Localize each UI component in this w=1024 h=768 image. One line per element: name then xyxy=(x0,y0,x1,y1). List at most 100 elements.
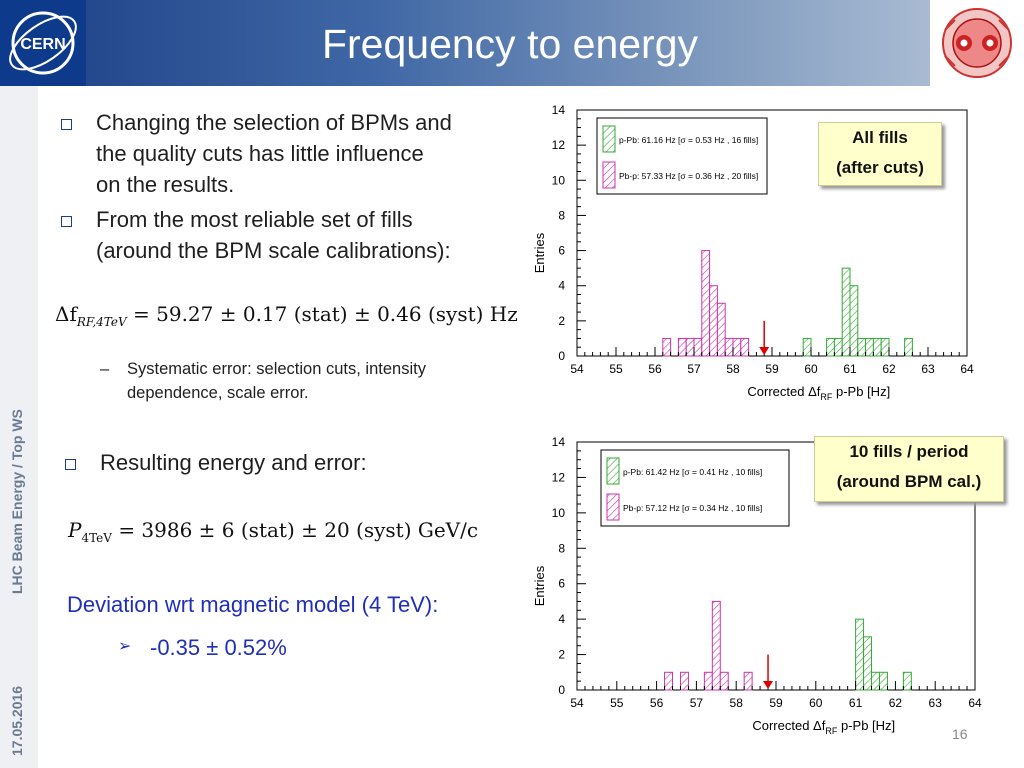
y-axis-label: Entries xyxy=(532,232,547,273)
histogram-bar xyxy=(709,285,718,357)
histogram-bar xyxy=(865,337,874,357)
x-tick-label: 60 xyxy=(809,696,823,710)
bullet-1-line-2: the quality cuts has little influence xyxy=(96,141,424,166)
x-tick-label: 54 xyxy=(570,362,584,376)
histogram-bar xyxy=(880,337,890,357)
legend-swatch xyxy=(606,493,620,521)
legend-box xyxy=(596,117,768,195)
y-tick-label: 6 xyxy=(558,577,565,591)
histogram-bar xyxy=(871,671,880,691)
histogram-bar xyxy=(703,671,713,691)
y-tick-label: 14 xyxy=(552,435,566,449)
bullet-2: From the most reliable set of fills (aro… xyxy=(96,204,451,266)
y-tick-label: 2 xyxy=(558,648,565,662)
sub-bullet-line-2: dependence, scale error. xyxy=(127,384,309,402)
annotation-all-fills-line-2: (after cuts) xyxy=(836,158,924,177)
histogram-bar xyxy=(902,671,912,691)
y-tick-label: 8 xyxy=(558,541,565,555)
histogram-bar xyxy=(826,337,835,357)
y-tick-label: 2 xyxy=(558,314,565,328)
header-bar xyxy=(0,0,930,86)
lhc-dipole-icon xyxy=(930,0,1024,86)
x-tick-label: 64 xyxy=(968,696,982,710)
date-label: 17.05.2016 xyxy=(9,685,25,756)
x-tick-label: 59 xyxy=(765,362,779,376)
deviation-heading: Deviation wrt magnetic model (4 TeV): xyxy=(67,592,439,617)
y-tick-label: 8 xyxy=(558,208,565,222)
annotation-all-fills-line-1: All fills xyxy=(852,128,908,147)
arrow-bullet-icon: ➢ xyxy=(118,638,132,655)
formula-frequency: ΔfRF,4TeV = 59.27 ± 0.17 (stat) ± 0.46 (… xyxy=(55,302,518,329)
x-tick-label: 61 xyxy=(849,696,863,710)
histogram-bar xyxy=(855,618,865,691)
y-axis-label: Entries xyxy=(532,565,547,606)
x-tick-label: 62 xyxy=(882,362,896,376)
legend-entry: Pb-p: 57.12 Hz [σ = 0.34 Hz , 10 fills] xyxy=(623,503,762,513)
x-tick-label: 63 xyxy=(929,696,943,710)
histogram-bar xyxy=(716,302,726,357)
y-tick-label: 12 xyxy=(552,470,566,484)
formula-energy-sub: 4TeV xyxy=(81,531,112,545)
sub-bullet-line-1: Systematic error: selection cuts, intens… xyxy=(127,360,426,378)
bullet-square-icon xyxy=(61,216,72,227)
page-title: Frequency to energy xyxy=(321,21,699,67)
histogram-bar xyxy=(904,337,913,357)
x-axis-label: Corrected ΔfRF p-Pb [Hz] xyxy=(747,384,890,402)
histogram-bar xyxy=(863,636,873,691)
x-axis-label: Corrected ΔfRF p-Pb [Hz] xyxy=(752,718,895,736)
deviation-value: -0.35 ± 0.52% xyxy=(150,635,287,660)
histogram-bar xyxy=(732,337,742,357)
x-tick-label: 60 xyxy=(804,362,818,376)
y-tick-label: 4 xyxy=(558,612,565,626)
legend-swatch xyxy=(606,457,620,485)
event-label: LHC Beam Energy / Top WS xyxy=(9,409,25,594)
histogram-bar xyxy=(719,671,729,691)
cern-logo: CERN xyxy=(0,0,86,86)
histogram-10-fills: 54 55 56 57 58 59 60 61 62 63 64 0 2 4 6 8 10 12 14 Entries… xyxy=(532,435,982,736)
legend-swatch xyxy=(602,161,616,189)
y-tick-label: 14 xyxy=(552,103,566,117)
page-number: 16 xyxy=(952,726,968,742)
y-tick-label: 10 xyxy=(552,506,566,520)
legend-box xyxy=(600,449,790,527)
histogram-bar xyxy=(740,337,750,357)
x-tick-label: 57 xyxy=(690,696,704,710)
x-tick-label: 58 xyxy=(726,362,740,376)
y-tick-label: 0 xyxy=(558,349,565,363)
histogram-bar xyxy=(841,267,851,357)
histogram-bar xyxy=(833,337,843,357)
histogram-bar xyxy=(849,285,859,357)
bullet-2-line-2: (around the BPM scale calibrations): xyxy=(96,238,451,263)
sub-bullet: Systematic error: selection cuts, intens… xyxy=(127,357,426,405)
bullet-1-line-3: on the results. xyxy=(96,172,235,197)
histogram-bar xyxy=(693,337,703,357)
x-tick-label: 55 xyxy=(610,696,624,710)
sidebar-strip xyxy=(0,86,38,768)
y-tick-label: 12 xyxy=(552,138,566,152)
formula-energy-lhs: P xyxy=(68,518,82,542)
histogram-bar xyxy=(664,671,674,691)
histogram-bar xyxy=(701,250,711,357)
sub-bullet-dash: – xyxy=(100,360,110,378)
bullet-square-icon xyxy=(61,119,72,130)
y-tick-label: 6 xyxy=(558,244,565,258)
cern-logo-icon: CERN xyxy=(9,11,77,75)
x-tick-label: 55 xyxy=(609,362,623,376)
x-tick-label: 62 xyxy=(889,696,903,710)
annotation-10-fills-line-2: (around BPM cal.) xyxy=(836,472,982,491)
formula-frequency-rhs: = 59.27 ± 0.17 (stat) ± 0.46 (syst) Hz xyxy=(133,302,518,326)
histogram-bar xyxy=(802,337,812,357)
legend-entry: p-Pb: 61.42 Hz [σ = 0.41 Hz , 10 fills] xyxy=(623,467,762,477)
legend-entry: p-Pb: 61.16 Hz [σ = 0.53 Hz , 16 fills] xyxy=(619,135,758,145)
y-tick-label: 4 xyxy=(558,279,565,293)
x-tick-label: 63 xyxy=(921,362,935,376)
x-tick-label: 59 xyxy=(769,696,783,710)
bullet-1: Changing the selection of BPMs and the q… xyxy=(96,107,452,200)
histogram-bar xyxy=(679,671,689,691)
histogram-bar xyxy=(857,337,867,357)
annotation-10-fills-line-1: 10 fills / period xyxy=(849,442,969,461)
legend-swatch xyxy=(602,125,616,153)
histogram-bar xyxy=(878,671,888,691)
y-tick-label: 10 xyxy=(552,173,566,187)
x-tick-label: 58 xyxy=(730,696,744,710)
